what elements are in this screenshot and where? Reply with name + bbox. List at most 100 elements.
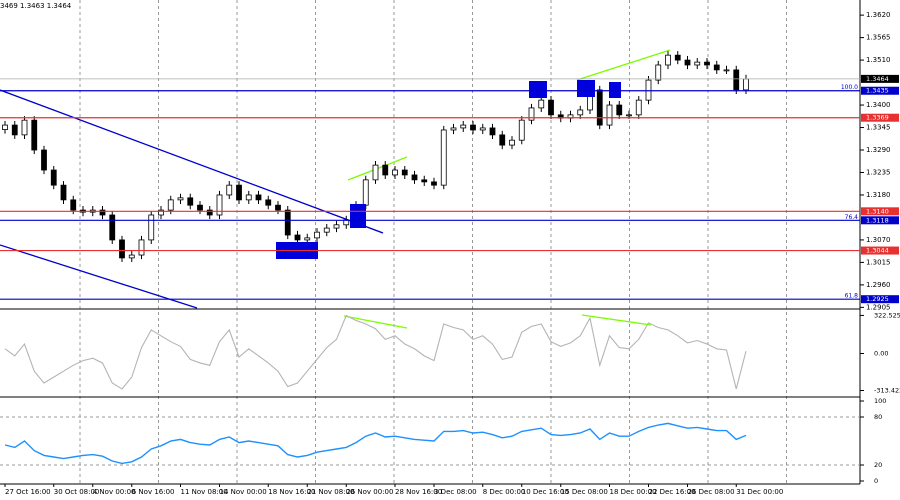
y-tick-label: 20 [874,461,882,469]
candle-body [60,184,67,201]
level-label-box [861,295,899,304]
level-label: 1.3369 [866,114,889,122]
y-tick-label: 1.3180 [866,191,891,199]
candle-body [489,127,496,136]
candle-body [421,179,428,183]
level-label: 1.3140 [866,207,889,215]
candle-body [723,69,730,72]
signal-box [529,81,547,98]
level-label-box [861,246,899,255]
candle-body [226,184,233,196]
candle-body [704,61,710,66]
candle-body [119,239,125,259]
candle-body [460,124,467,129]
candle-body [304,237,311,241]
x-tick-label: 18 Dec 00:00 [610,488,657,496]
candle-body [616,104,623,116]
candle-body [323,227,330,233]
candle-body [167,199,174,211]
candle-body [148,214,155,241]
candle-body [440,129,447,186]
candle-body [284,209,291,236]
candle-body [450,127,457,131]
candle-body [11,124,18,136]
vertical-grid [79,0,787,484]
candle-body [294,234,301,241]
x-tick-label: 22 Dec 16:00 [649,488,696,496]
x-tick-label: 27 Oct 16:00 [5,488,51,496]
candle-body [372,164,379,181]
y-tick-label: -313.422 [874,387,900,395]
candle-body [635,99,642,116]
candle-body [109,214,116,241]
candle-body [509,139,515,146]
divergence-line [343,315,408,329]
x-tick-label: 28 Nov 16:00 [395,488,442,496]
candle-body [713,64,720,71]
candle-body [333,224,340,229]
candle-body [528,107,535,121]
x-tick-label: 26 Nov 00:00 [346,488,393,496]
candle-body [197,204,203,211]
level-label-box [861,207,899,216]
candle-body [743,78,749,91]
y-tick-label: 1.3290 [866,146,891,154]
rsi-line [4,422,747,465]
candle-body [665,54,671,66]
candle-body [431,181,437,186]
y-tick-label: 1.3345 [866,124,891,132]
candle-body [265,199,272,206]
y-tick-label: 0.00 [874,350,888,358]
y-tick-label: 1.3620 [866,11,891,19]
candle-body [99,209,106,216]
candle-body [733,69,740,91]
candle-body [41,149,47,171]
y-tick-label: 1.3510 [866,56,891,64]
candle-body [128,254,135,259]
x-tick-label: 11 Nov 08:00 [181,488,228,496]
y-tick-label: 1.2960 [866,281,891,289]
candle-body [275,204,281,211]
candle-body [255,194,262,201]
candle-body [70,199,77,211]
channel-line [0,89,384,234]
fib-label: 76.4 [845,214,859,221]
candle-body [645,79,652,101]
candle-body [382,164,389,176]
x-tick-label: 18 Nov 16:00 [268,488,315,496]
signal-box [350,204,366,228]
candle-body [50,169,57,186]
x-tick-label: 3 Dec 08:00 [434,488,477,496]
cci-line [4,314,747,390]
x-tick-label: 10 Dec 16:00 [522,488,569,496]
y-tick-label: 1.3070 [866,236,891,244]
x-tick-label: 8 Dec 00:00 [483,488,526,496]
candle-body [518,119,525,141]
candle-body [548,99,554,116]
x-tick-label: 26 Dec 08:00 [688,488,735,496]
y-tick-label: 1.3565 [866,34,891,42]
candle-body [236,184,242,201]
candle-body [245,194,252,201]
candle-body [538,99,545,109]
level-label-box [861,216,899,225]
x-tick-label: 14 Nov 00:00 [220,488,267,496]
level-label-box [861,86,899,95]
signal-box [577,80,595,97]
candle-body [596,89,603,126]
y-tick-label: 0 [874,477,878,485]
candle-body [216,194,223,216]
channel-line [0,244,198,309]
candle-body [187,197,194,206]
y-tick-label: 1.2905 [866,303,891,311]
divergence-line [581,314,652,326]
candle-body [362,179,369,206]
candle-body [138,239,145,256]
y-tick-label: 1.3400 [866,101,891,109]
y-tick-label: 1.3015 [866,258,891,266]
x-tick-label: 30 Oct 08:00 [54,488,100,496]
candle-body [392,169,398,176]
candle-body [479,127,486,131]
divergence-line [576,49,671,81]
candle-body [31,119,38,151]
